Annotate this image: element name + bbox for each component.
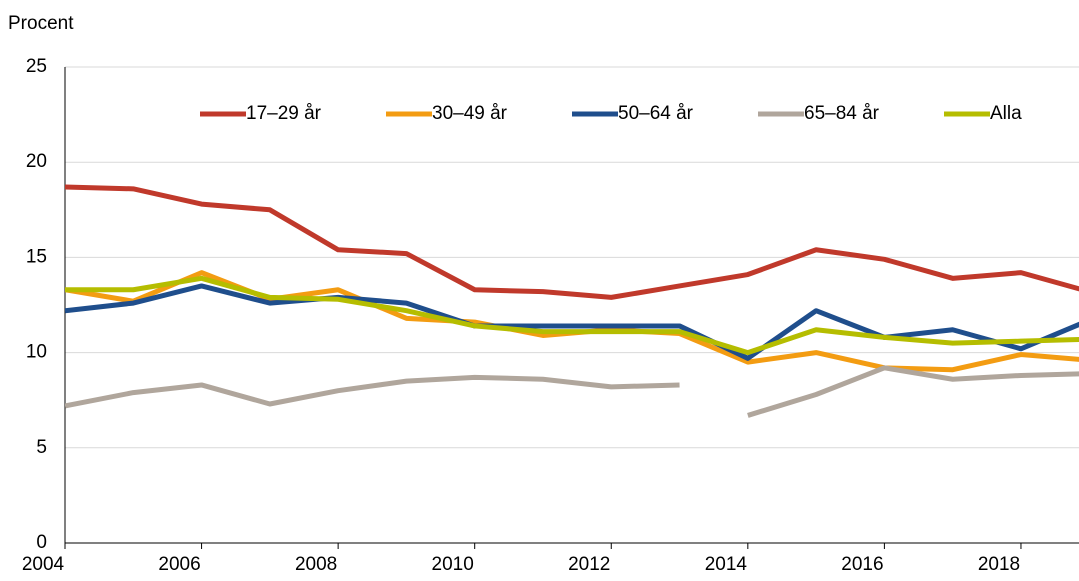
x-tick-label: 2010 bbox=[432, 554, 474, 575]
legend-label: 17–29 år bbox=[246, 103, 322, 124]
legend-label: 65–84 år bbox=[804, 103, 880, 124]
x-tick-label: 2014 bbox=[705, 554, 748, 575]
legend-label: 30–49 år bbox=[432, 103, 508, 124]
x-tick-label: 2008 bbox=[295, 554, 337, 575]
y-tick-label: 15 bbox=[26, 246, 47, 267]
y-tick-label: 25 bbox=[26, 56, 47, 77]
x-tick-label: 2012 bbox=[568, 554, 610, 575]
series-line bbox=[65, 365, 1079, 418]
x-tick-label: 2018 bbox=[978, 554, 1020, 575]
x-tick-label: 2016 bbox=[841, 554, 883, 575]
y-tick-label: 5 bbox=[36, 437, 47, 458]
x-tick-label: 2006 bbox=[158, 554, 200, 575]
y-tick-label: 10 bbox=[26, 342, 47, 363]
legend-label: 50–64 år bbox=[618, 103, 694, 124]
x-tick-label: 2004 bbox=[22, 554, 65, 575]
y-axis-label: Procent bbox=[8, 13, 74, 34]
y-tick-label: 20 bbox=[26, 151, 47, 172]
series-line bbox=[65, 270, 1079, 373]
legend-label: Alla bbox=[990, 103, 1022, 124]
series-line bbox=[65, 275, 1079, 356]
plot-area bbox=[65, 184, 1079, 418]
y-tick-label: 0 bbox=[36, 532, 47, 553]
series-line bbox=[65, 184, 1079, 300]
series-line bbox=[65, 283, 1079, 361]
